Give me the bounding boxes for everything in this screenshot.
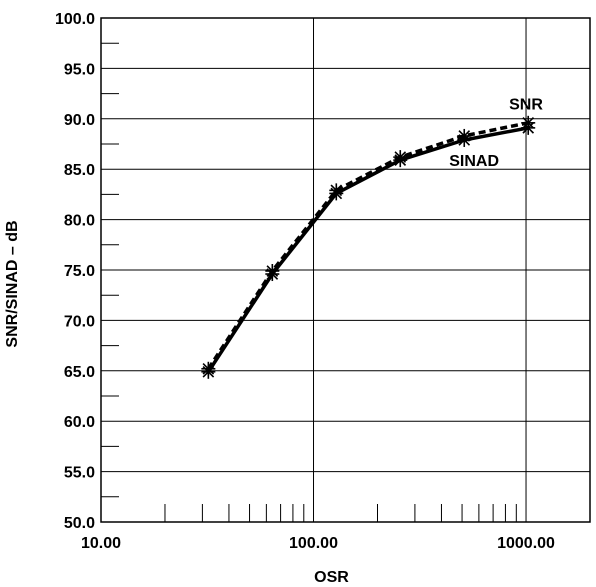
data-point-sinad (393, 153, 408, 168)
annotation-sinad: SINAD (449, 153, 499, 170)
x-axis-title: OSR (314, 569, 349, 586)
x-tick-label: 1000.00 (497, 535, 555, 552)
y-tick-label: 85.0 (64, 162, 95, 179)
x-tick-labels: 10.00 100.00 1000.00 (81, 535, 555, 552)
y-tick-label: 65.0 (64, 364, 95, 381)
data-point-sinad (521, 120, 536, 135)
y-tick-label: 90.0 (64, 112, 95, 129)
x-tick-label: 100.00 (289, 535, 338, 552)
y-tick-label: 60.0 (64, 414, 95, 431)
y-tick-label: 55.0 (64, 465, 95, 482)
grid (101, 18, 590, 522)
y-tick-label: 100.0 (55, 11, 95, 28)
y-tick-label: 50.0 (64, 515, 95, 532)
y-tick-label: 70.0 (64, 313, 95, 330)
annotation-snr: SNR (509, 97, 543, 114)
y-tick-labels: 50.0 55.0 60.0 65.0 70.0 75.0 80.0 85.0 90.0 95.0… (55, 11, 95, 532)
y-tick-label: 75.0 (64, 263, 95, 280)
annotations: SNR SINAD (449, 97, 543, 170)
x-tick-label: 10.00 (81, 535, 121, 552)
series-layer (201, 115, 536, 379)
data-point-sinad (329, 186, 344, 201)
minor-ticks (101, 42, 591, 522)
series-line-snr (206, 121, 529, 370)
y-tick-label: 80.0 (64, 213, 95, 230)
data-point-sinad (201, 364, 216, 379)
data-point-sinad (265, 267, 280, 282)
y-tick-label: 95.0 (64, 61, 95, 78)
y-axis-title: SNR/SINAD – dB (4, 220, 21, 347)
data-point-sinad (457, 132, 472, 147)
series-line-sinad (206, 126, 529, 373)
plot-frame (100, 17, 591, 523)
